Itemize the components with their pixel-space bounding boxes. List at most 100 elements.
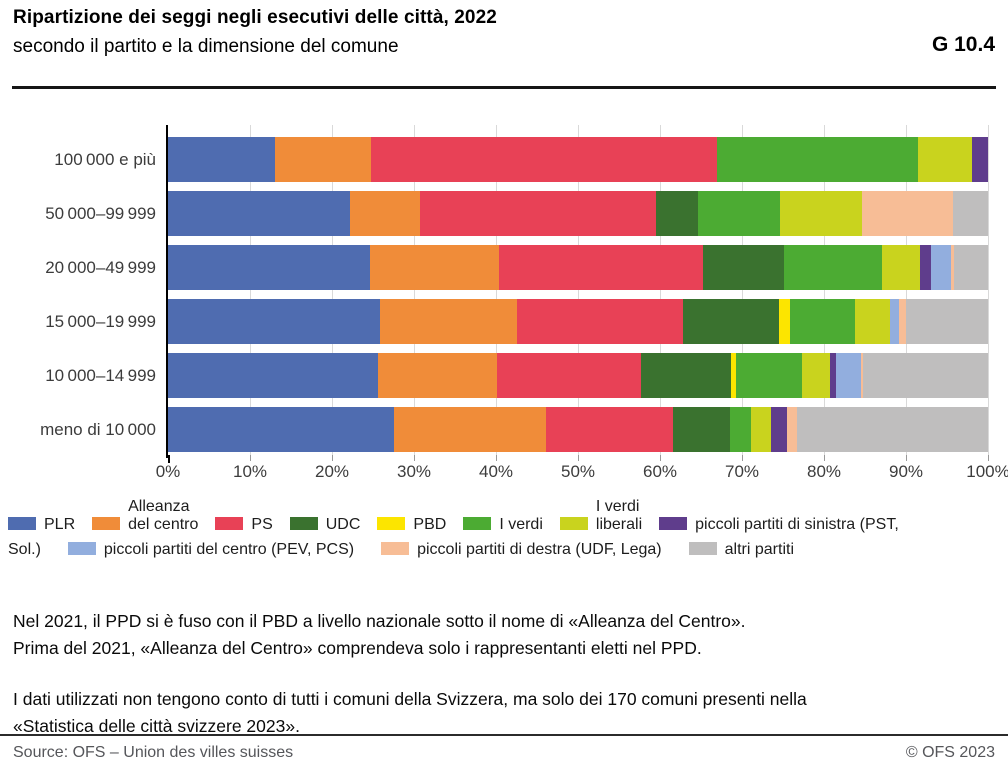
axis-tick-label: 90% [888,462,924,481]
bar-segment [716,137,919,182]
source-text: Source: OFS – Union des villes suisses [13,744,294,761]
bar-segment [168,299,380,344]
legend: PLR Alleanza del centro PS UDC PBD I verdi I v… [8,498,1000,566]
gridline [824,125,825,455]
bar-segment [496,353,642,398]
bar-segment [517,299,683,344]
legend-item: Alleanza del centro [92,498,198,534]
legend-row: Sol.) piccoli partiti del centro (PEV, PC… [8,541,1000,559]
footnote-data-coverage: I dati utilizzati non tengono conto di t… [13,688,807,736]
legend-swatch [688,542,717,555]
bar-row [168,245,988,290]
bar-segment [861,191,953,236]
header-divider [12,86,996,89]
bar-segment [641,353,732,398]
legend-swatch [289,517,318,530]
legend-label: UDC [325,516,361,533]
bar-segment [889,299,900,344]
bar-segment [972,137,988,182]
percent-axis: 0% 10% 20% 30% 40% 50% 60% 70% 80% 90% 100% [156,462,1008,484]
gridline [414,125,415,455]
y-axis-line [166,125,168,458]
gridline [660,125,661,455]
bar-segment [697,191,780,236]
bar-segment [855,299,890,344]
legend-item: PLR [8,516,75,534]
axis-tick-label: 20% [314,462,350,481]
category-label: meno di 10 000 [40,420,156,439]
legend-swatch [215,517,244,530]
bar-segment [275,137,371,182]
legend-item: I verdi liberali [559,498,642,534]
gridline [578,125,579,455]
bar-segment [394,407,546,452]
legend-item: altri partiti [688,541,794,559]
legend-item: UDC [289,516,361,534]
gridline [988,125,989,455]
bar-segment [673,407,731,452]
axis-tick-label: 30% [396,462,432,481]
bar-row [168,191,988,236]
bar-segment [860,353,864,398]
bar-segment [796,407,988,452]
bar-segment [931,245,952,290]
bar-segment [419,191,656,236]
legend-swatch [659,517,688,530]
axis-tick-label: 80% [806,462,842,481]
legend-swatch [377,517,406,530]
bar-row [168,137,988,182]
bar-segment [951,245,955,290]
bar-segment [836,353,861,398]
bar-row [168,407,988,452]
legend-item: piccoli partiti di destra (UDF, Lega) [381,541,662,559]
gridline [906,125,907,455]
legend-swatch [381,542,410,555]
bar-segment [829,353,837,398]
legend-label: Alleanza del centro [128,498,199,533]
chart-subtitle: secondo il partito e la dimensione del c… [13,36,399,57]
bar-segment [770,407,788,452]
axis-tick-label: 60% [642,462,678,481]
axis-tick [906,455,907,461]
legend-item: Sol.) [8,541,41,559]
bar-segment [168,137,276,182]
legend-label: PLR [44,516,76,533]
plot-area [166,125,989,463]
bar-segment [168,245,370,290]
axis-tick [660,455,661,461]
axis-tick-label: 0% [155,462,181,481]
category-label: 20 000–49 999 [45,258,156,277]
legend-label: piccoli partiti di sinistra (PST, [695,516,899,533]
legend-label: piccoli partiti di destra (UDF, Lega) [417,541,662,558]
copyright-text: © OFS 2023 [905,744,995,761]
footnote-pbd-merger: Nel 2021, il PPD si è fuso con il PBD a … [13,610,746,658]
bar-segment [350,191,420,236]
category-label: 15 000–19 999 [45,312,156,331]
legend-label: PBD [413,516,447,533]
bar-row [168,353,988,398]
legend-swatch [92,517,121,530]
bar-segment [787,407,797,452]
bar-segment [736,353,802,398]
gridline [496,125,497,455]
legend-label: I verdi [499,516,543,533]
bar-segment [168,353,378,398]
legend-row: PLR Alleanza del centro PS UDC PBD I verdi I v… [8,498,1000,534]
bar-segment [702,245,784,290]
stacked-bar-chart: 100 000 e più 50 000–99 999 20 000–49 999 1… [0,100,1008,495]
bar-segment [370,137,717,182]
bar-segment [655,191,698,236]
bar-segment [801,353,830,398]
axis-tick [824,455,825,461]
bar-segment [778,299,790,344]
axis-tick-label: 10% [232,462,268,481]
bar-segment [779,191,862,236]
bar-segment [377,353,497,398]
bar-segment [954,245,988,290]
legend-item: I verdi [463,516,543,534]
bar-segment [750,407,771,452]
axis-tick-label: 40% [478,462,514,481]
axis-tick [168,455,170,463]
legend-label: altri partiti [724,541,794,558]
bar-segment [499,245,703,290]
